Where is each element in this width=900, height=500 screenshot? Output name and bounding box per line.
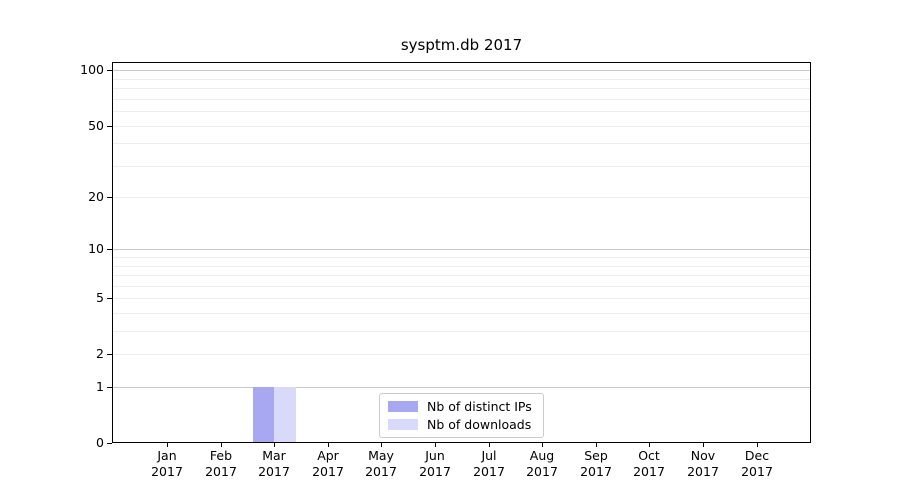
minor-gridline <box>113 257 810 259</box>
x-tick-label: May 2017 <box>365 448 397 479</box>
x-tick-mark <box>381 443 383 447</box>
x-tick-mark <box>488 443 490 447</box>
minor-gridline <box>113 98 810 100</box>
minor-gridline <box>113 265 810 267</box>
y-tick-label: 100 <box>80 62 104 77</box>
major-gridline <box>113 197 810 199</box>
x-tick-mark <box>220 443 222 447</box>
x-tick-label: Oct 2017 <box>633 448 665 479</box>
minor-gridline <box>113 111 810 113</box>
minor-gridline <box>113 88 810 90</box>
minor-gridline <box>113 143 810 145</box>
x-tick-label: Nov 2017 <box>687 448 719 479</box>
legend-swatch-downloads <box>388 419 418 430</box>
major-gridline <box>113 70 810 72</box>
minor-gridline <box>113 285 810 287</box>
major-gridline <box>113 354 810 356</box>
y-tick-mark <box>107 126 112 127</box>
x-tick-label: Sep 2017 <box>580 448 612 479</box>
y-tick-label: 5 <box>96 290 104 305</box>
x-tick-label: Feb 2017 <box>205 448 237 479</box>
x-tick-label: Aug 2017 <box>526 448 558 479</box>
y-tick-mark <box>107 197 112 198</box>
x-tick-label: Jul 2017 <box>473 448 505 479</box>
y-tick-mark <box>107 387 112 388</box>
chart-title: sysptm.db 2017 <box>400 36 523 54</box>
x-tick-mark <box>327 443 329 447</box>
y-tick-label: 1 <box>96 379 104 394</box>
x-tick-mark <box>542 443 544 447</box>
legend-entry-distinct-ips: Nb of distinct IPs <box>388 399 535 414</box>
major-gridline <box>113 298 810 300</box>
major-gridline <box>113 249 810 251</box>
x-tick-label: Dec 2017 <box>741 448 773 479</box>
y-tick-label: 50 <box>88 118 104 133</box>
x-tick-mark <box>756 443 758 447</box>
legend-swatch-distinct-ips <box>388 401 418 412</box>
x-tick-label: Jun 2017 <box>419 448 451 479</box>
minor-gridline <box>113 331 810 333</box>
y-tick-mark <box>107 443 112 444</box>
legend-label-distinct-ips: Nb of distinct IPs <box>427 399 532 414</box>
y-tick-label: 0 <box>96 435 104 450</box>
minor-gridline <box>113 78 810 80</box>
y-tick-mark <box>107 249 112 250</box>
y-tick-mark <box>107 354 112 355</box>
minor-gridline <box>113 165 810 167</box>
minor-gridline <box>113 313 810 314</box>
y-tick-label: 20 <box>88 189 104 204</box>
bar-downloads <box>274 387 296 442</box>
legend-entry-downloads: Nb of downloads <box>388 417 535 432</box>
y-tick-label: 10 <box>88 241 104 256</box>
x-tick-label: Mar 2017 <box>258 448 290 479</box>
minor-gridline <box>113 275 810 277</box>
x-tick-mark <box>274 443 276 447</box>
x-tick-mark <box>649 443 651 447</box>
x-tick-label: Apr 2017 <box>312 448 344 479</box>
y-tick-label: 2 <box>96 346 104 361</box>
plot-area <box>112 62 811 443</box>
x-tick-mark <box>703 443 704 447</box>
x-tick-label: Jan 2017 <box>151 448 183 479</box>
legend: Nb of distinct IPs Nb of downloads <box>379 393 544 438</box>
y-tick-mark <box>107 70 112 71</box>
x-tick-mark <box>595 443 597 447</box>
legend-label-downloads: Nb of downloads <box>427 417 532 432</box>
major-gridline <box>113 125 810 127</box>
y-tick-mark <box>107 298 112 299</box>
x-tick-mark <box>435 443 436 447</box>
major-gridline <box>113 387 810 388</box>
bar-distinct-ips <box>252 387 275 442</box>
x-tick-mark <box>167 443 168 447</box>
